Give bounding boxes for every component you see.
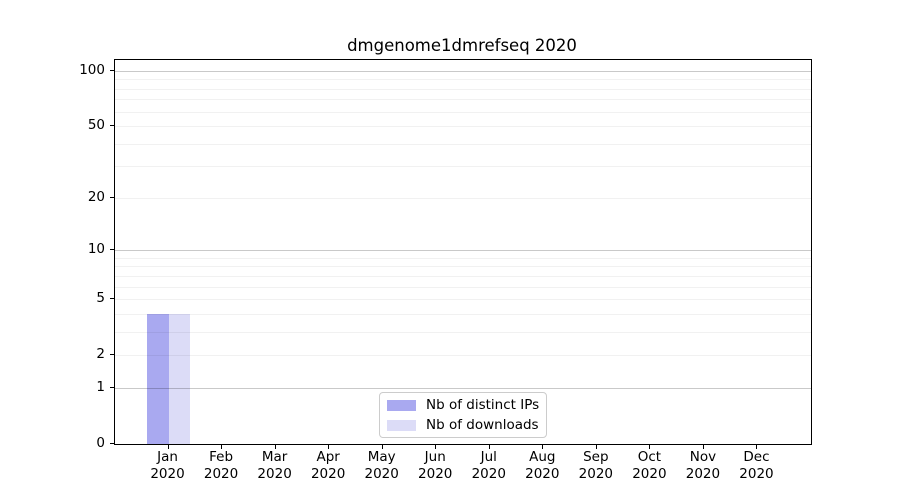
minor-gridline (115, 197, 811, 199)
x-tick-mark (756, 444, 758, 449)
minor-gridline (115, 275, 811, 277)
y-tick-label: 2 (96, 346, 105, 363)
y-tick-mark (110, 298, 115, 300)
x-tick-label: Sep 2020 (578, 449, 614, 482)
x-tick-mark (221, 444, 223, 449)
y-tick-mark (110, 196, 115, 198)
y-tick-mark (110, 69, 115, 71)
minor-gridline (115, 299, 811, 301)
y-tick-label: 5 (96, 290, 105, 307)
legend-label-distinct-ips: Nb of distinct IPs (426, 397, 540, 413)
x-tick-label: Mar 2020 (257, 449, 292, 482)
x-tick-label: May 2020 (364, 449, 399, 482)
minor-gridline (115, 257, 811, 259)
legend-swatch-distinct-ips (387, 399, 416, 411)
minor-gridline (115, 286, 811, 288)
major-gridline (115, 250, 811, 252)
minor-gridline (115, 126, 811, 128)
minor-gridline (115, 266, 811, 268)
minor-gridline (115, 313, 811, 315)
x-tick-mark (274, 444, 276, 449)
bar-jan-downloads (168, 313, 191, 444)
y-tick-mark (110, 443, 115, 444)
y-tick-mark (110, 386, 115, 388)
y-tick-label: 20 (87, 188, 105, 205)
chart-title: dmgenome1dmrefseq 2020 (347, 36, 577, 55)
x-tick-mark (542, 444, 544, 449)
minor-gridline (115, 355, 811, 357)
minor-gridline (115, 331, 811, 333)
legend: Nb of distinct IPs Nb of downloads (379, 392, 547, 438)
y-tick-label: 100 (79, 61, 105, 78)
y-tick-label: 50 (87, 117, 105, 134)
minor-gridline (115, 111, 811, 113)
x-tick-label: Aug 2020 (525, 449, 560, 482)
x-tick-mark (328, 444, 330, 449)
x-tick-label: Jun 2020 (418, 449, 453, 482)
legend-item-distinct-ips: Nb of distinct IPs (387, 397, 546, 413)
legend-item-downloads: Nb of downloads (387, 417, 546, 433)
y-tick-mark (110, 249, 115, 251)
x-tick-label: Jul 2020 (471, 449, 506, 482)
y-tick-mark (110, 125, 115, 127)
x-tick-label: Dec 2020 (739, 449, 774, 482)
y-tick-mark (110, 354, 115, 356)
minor-gridline (115, 166, 811, 168)
plot-area: Nb of distinct IPs Nb of downloads (114, 59, 812, 445)
minor-gridline (115, 99, 811, 101)
x-tick-mark (435, 444, 437, 449)
bar-jan-distinct-ips (147, 313, 169, 444)
y-tick-label: 1 (96, 378, 105, 395)
x-tick-mark (381, 444, 383, 449)
x-tick-label: Jan 2020 (150, 449, 185, 482)
minor-gridline (115, 143, 811, 145)
x-tick-label: Apr 2020 (310, 449, 346, 482)
x-tick-mark (167, 444, 169, 449)
minor-gridline (115, 88, 811, 90)
x-tick-label: Feb 2020 (203, 449, 239, 482)
y-tick-label: 10 (87, 241, 105, 258)
minor-gridline (115, 79, 811, 81)
legend-label-downloads: Nb of downloads (426, 417, 539, 433)
x-tick-mark (702, 444, 704, 449)
x-tick-label: Oct 2020 (632, 449, 667, 482)
legend-swatch-downloads (387, 419, 416, 431)
x-tick-mark (649, 444, 651, 449)
y-tick-label: 0 (96, 435, 105, 451)
major-gridline (115, 70, 811, 72)
major-gridline (115, 387, 811, 389)
x-tick-mark (488, 444, 490, 449)
x-tick-mark (595, 444, 597, 449)
x-tick-label: Nov 2020 (685, 449, 721, 482)
